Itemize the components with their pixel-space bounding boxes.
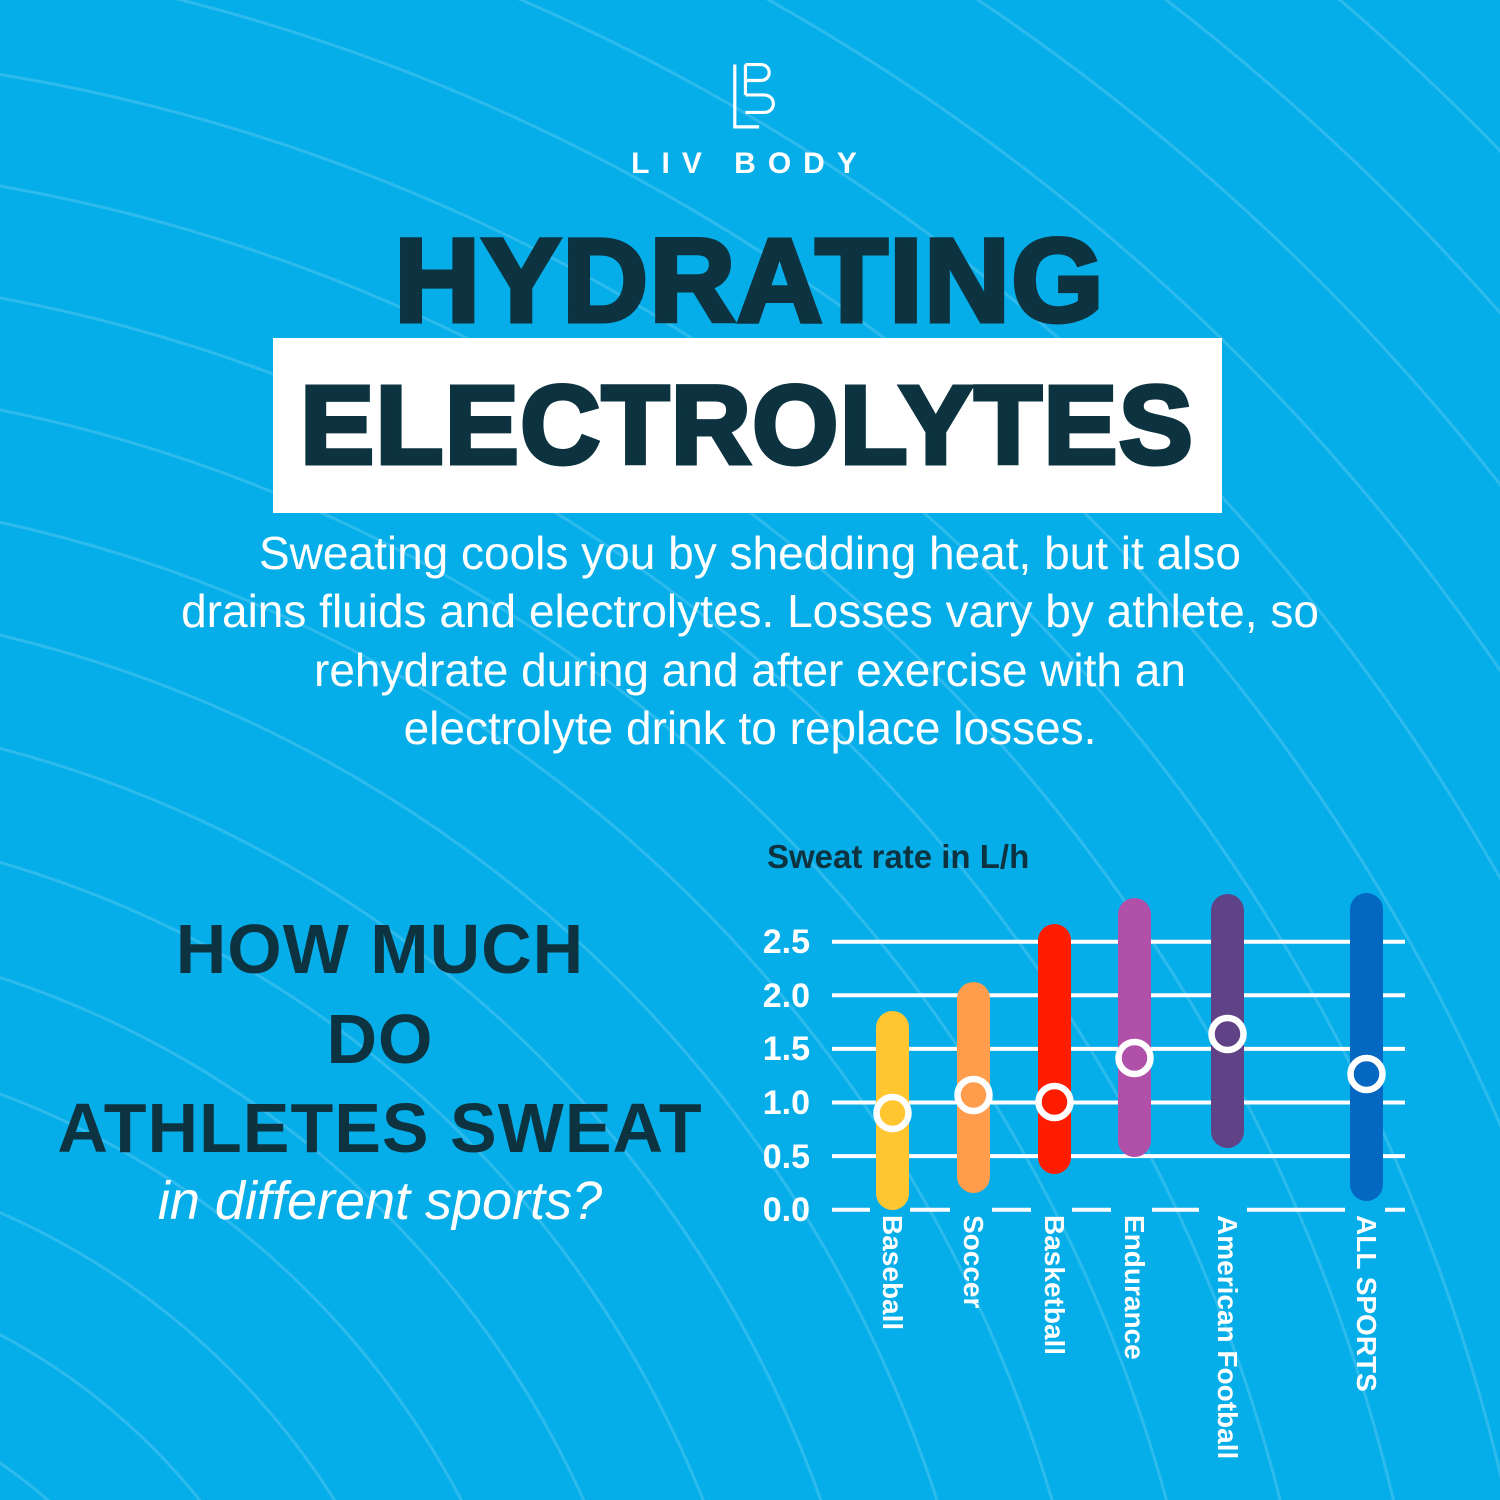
svg-text:0.0: 0.0 [763,1191,810,1229]
svg-text:0.5: 0.5 [763,1138,810,1176]
svg-text:1.5: 1.5 [763,1030,810,1068]
svg-text:1.0: 1.0 [763,1084,810,1122]
svg-text:2.5: 2.5 [763,923,810,961]
svg-text:2.0: 2.0 [763,977,810,1015]
